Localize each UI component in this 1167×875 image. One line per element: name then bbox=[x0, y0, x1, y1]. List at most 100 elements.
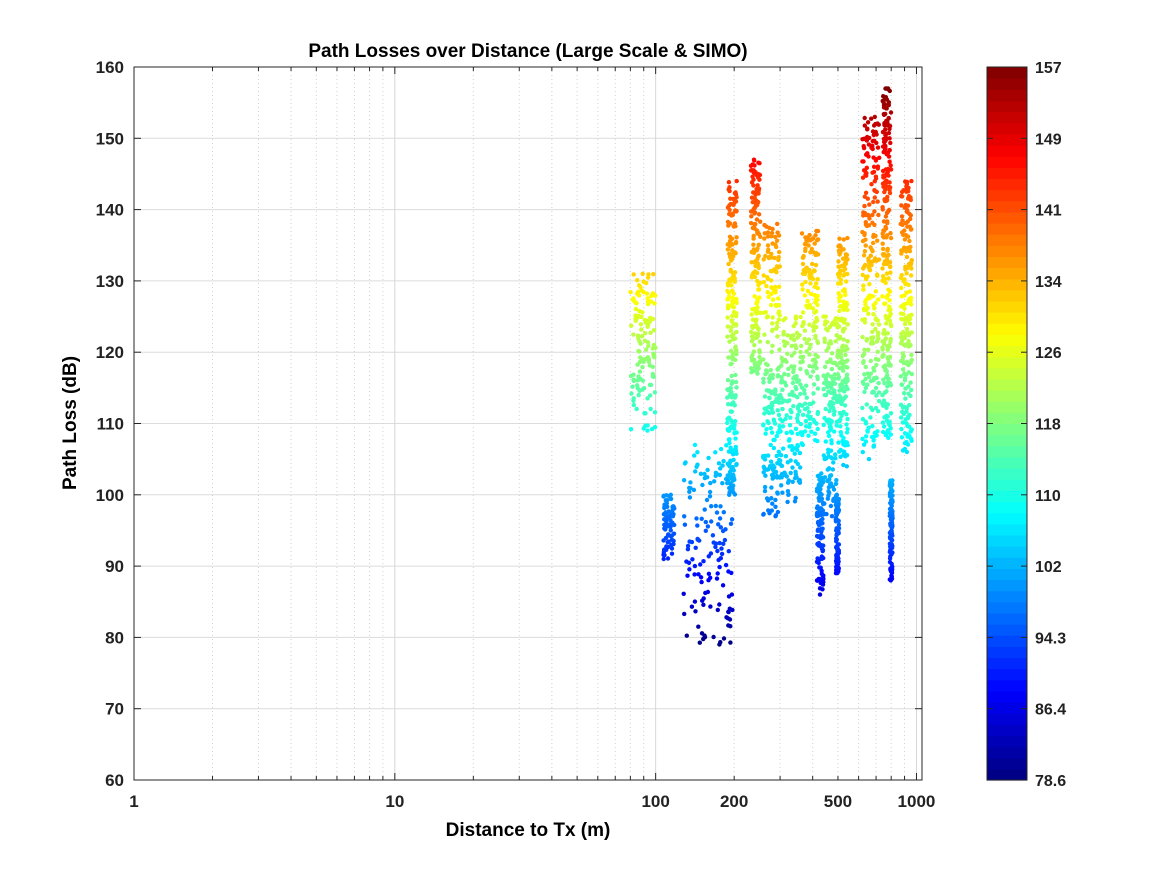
data-point bbox=[825, 496, 830, 501]
data-point bbox=[750, 200, 755, 205]
data-point bbox=[770, 410, 776, 415]
data-point bbox=[812, 431, 818, 436]
data-point bbox=[841, 273, 846, 278]
data-point bbox=[726, 355, 731, 360]
data-point bbox=[771, 445, 777, 451]
data-point bbox=[730, 299, 735, 304]
data-point bbox=[751, 207, 756, 212]
data-point bbox=[844, 252, 850, 258]
colorbar-tick-label: 86.4 bbox=[1035, 702, 1066, 719]
data-point bbox=[721, 510, 726, 515]
data-point bbox=[793, 459, 798, 464]
data-point bbox=[792, 350, 797, 355]
data-point bbox=[770, 241, 775, 246]
data-point bbox=[905, 196, 911, 201]
data-point bbox=[646, 272, 651, 277]
data-point bbox=[877, 155, 882, 160]
colorbar-segment bbox=[987, 512, 1027, 525]
data-point bbox=[834, 478, 839, 483]
data-point bbox=[813, 319, 818, 324]
data-point bbox=[880, 129, 886, 135]
data-point bbox=[804, 340, 809, 346]
data-point bbox=[791, 367, 796, 372]
data-point bbox=[730, 288, 735, 293]
data-point bbox=[823, 319, 828, 324]
data-point bbox=[806, 337, 812, 342]
x-tick-label: 500 bbox=[824, 792, 852, 811]
data-point bbox=[717, 602, 722, 607]
data-point bbox=[734, 348, 739, 353]
data-point bbox=[902, 306, 907, 311]
data-point bbox=[845, 365, 850, 370]
data-point bbox=[800, 310, 806, 315]
data-point bbox=[834, 561, 839, 566]
colorbar-segment bbox=[987, 200, 1027, 213]
data-point bbox=[815, 438, 820, 444]
data-point bbox=[822, 392, 827, 398]
data-point bbox=[725, 247, 730, 252]
data-point bbox=[646, 343, 651, 349]
data-point bbox=[720, 583, 726, 588]
data-point bbox=[726, 609, 731, 615]
data-point bbox=[775, 230, 780, 235]
data-point bbox=[907, 403, 912, 408]
data-point bbox=[635, 278, 640, 283]
data-point bbox=[888, 411, 894, 416]
data-point bbox=[835, 553, 840, 559]
data-point bbox=[881, 261, 887, 267]
data-point bbox=[882, 147, 888, 153]
data-point bbox=[837, 298, 842, 304]
data-point bbox=[729, 325, 734, 330]
data-point bbox=[861, 253, 867, 258]
colorbar-segment bbox=[987, 178, 1027, 191]
data-point bbox=[732, 395, 738, 400]
data-point bbox=[868, 358, 873, 364]
data-point bbox=[727, 469, 733, 475]
data-point bbox=[764, 427, 769, 432]
data-point bbox=[836, 259, 841, 264]
data-point bbox=[800, 282, 805, 287]
data-point bbox=[652, 355, 657, 360]
data-point bbox=[888, 569, 894, 574]
data-point bbox=[734, 351, 739, 357]
data-point bbox=[721, 636, 727, 641]
data-point bbox=[730, 252, 735, 257]
data-point bbox=[840, 288, 846, 293]
data-point bbox=[804, 383, 809, 388]
data-point bbox=[751, 349, 757, 354]
data-point bbox=[761, 423, 766, 428]
colorbar-segment bbox=[987, 468, 1027, 480]
data-point bbox=[860, 405, 865, 411]
data-point bbox=[734, 314, 739, 319]
data-point bbox=[909, 438, 914, 443]
data-point bbox=[870, 435, 876, 440]
data-point bbox=[831, 406, 836, 411]
data-point bbox=[647, 382, 653, 388]
data-point bbox=[770, 501, 775, 506]
data-point bbox=[751, 250, 757, 255]
data-point bbox=[833, 339, 838, 344]
data-point bbox=[862, 194, 867, 199]
data-point bbox=[900, 354, 906, 360]
data-point bbox=[789, 343, 794, 349]
data-point bbox=[875, 349, 880, 354]
colorbar-tick-label: 102 bbox=[1035, 559, 1062, 576]
data-point bbox=[703, 519, 708, 525]
data-point bbox=[640, 364, 645, 370]
data-point bbox=[810, 306, 816, 311]
data-point bbox=[809, 429, 814, 434]
data-point bbox=[882, 381, 887, 386]
data-point bbox=[869, 335, 874, 340]
data-point bbox=[827, 324, 833, 330]
data-point bbox=[884, 405, 889, 410]
data-point bbox=[755, 361, 761, 367]
data-point bbox=[869, 182, 874, 187]
data-point bbox=[829, 441, 834, 446]
data-point bbox=[761, 470, 766, 475]
data-point bbox=[769, 291, 774, 297]
data-point bbox=[839, 401, 844, 407]
data-point bbox=[822, 501, 827, 506]
data-point bbox=[637, 369, 643, 374]
data-point bbox=[870, 240, 876, 246]
data-point bbox=[634, 406, 639, 412]
